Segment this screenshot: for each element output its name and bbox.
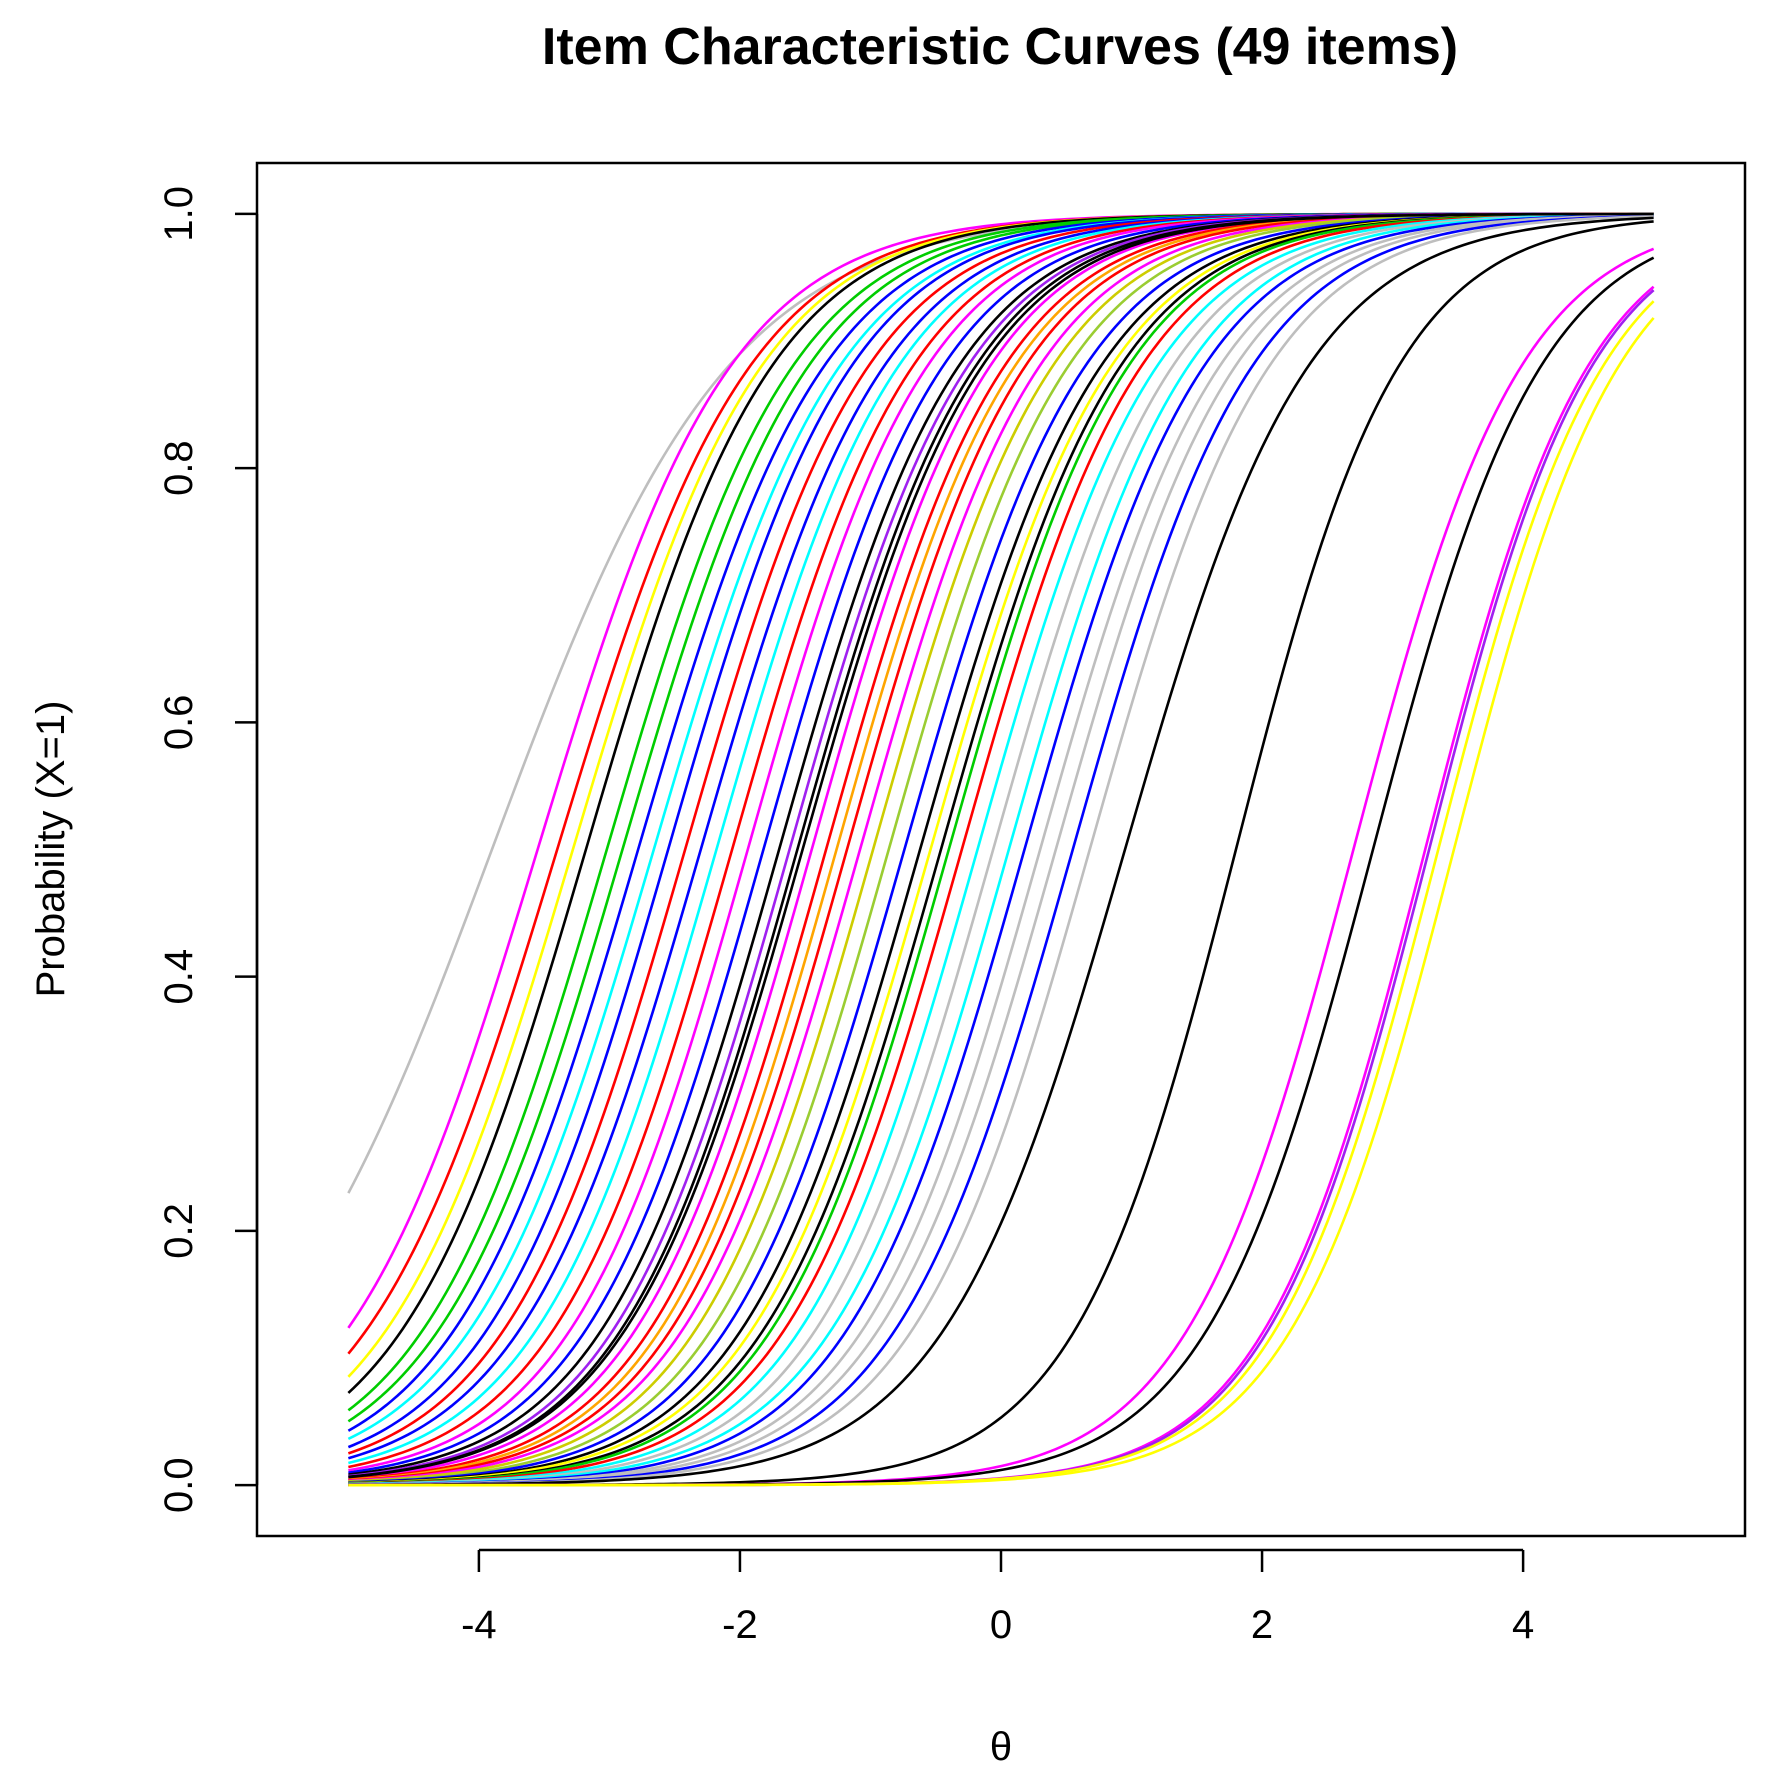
x-tick-label: 4 — [1512, 1603, 1534, 1647]
y-axis-label: Probability (X=1) — [29, 701, 73, 998]
icc-curve-33 — [348, 213, 1654, 1486]
curves-group — [347, 212, 1655, 1487]
y-tick-label: 1.0 — [157, 186, 201, 242]
icc-curve-17 — [348, 212, 1654, 1476]
icc-curve-45 — [348, 285, 1655, 1487]
icc-curve-42 — [348, 220, 1654, 1487]
icc-curve-35 — [348, 213, 1654, 1486]
y-tick-label: 0.8 — [157, 440, 201, 496]
icc-curve-6 — [347, 212, 1654, 1412]
icc-curve-1 — [347, 212, 1654, 1194]
icc-curve-41 — [348, 216, 1654, 1487]
icc-curve-46 — [348, 289, 1655, 1487]
y-tick-label: 0.6 — [157, 695, 201, 751]
chart-title: Item Characteristic Curves (49 items) — [542, 18, 1458, 76]
y-tick-label: 0.2 — [157, 1203, 201, 1259]
icc-curve-16 — [348, 212, 1654, 1474]
x-tick-label: -2 — [722, 1603, 758, 1647]
icc-curve-15 — [348, 212, 1654, 1472]
icc-curve-34 — [348, 213, 1654, 1486]
x-axis-label: θ — [990, 1725, 1012, 1769]
y-tick-label: 0.4 — [157, 949, 201, 1005]
y-tick-label: 0.0 — [157, 1457, 201, 1513]
icc-curve-14 — [348, 212, 1654, 1469]
x-tick-label: 2 — [1251, 1603, 1273, 1647]
icc-curve-44 — [348, 256, 1655, 1487]
x-axis: -4 -2 0 2 4 — [461, 1548, 1534, 1647]
y-axis: 0.0 0.2 0.4 0.6 0.8 1.0 — [157, 186, 259, 1513]
x-tick-label: 0 — [990, 1603, 1012, 1647]
plot-frame — [255, 161, 1747, 1538]
icc-curve-48 — [348, 317, 1655, 1487]
x-tick-label: -4 — [461, 1603, 497, 1647]
icc-curve-49 — [348, 212, 1654, 1479]
